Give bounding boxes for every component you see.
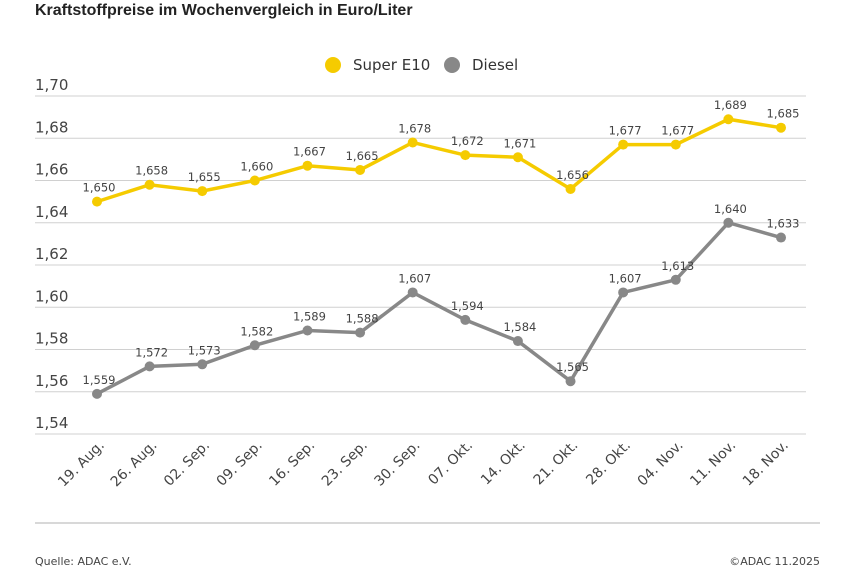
data-label: 1,633 <box>767 217 800 231</box>
data-point <box>302 160 313 171</box>
y-tick-label: 1,56 <box>35 372 68 390</box>
x-tick-label: 23. Sep. <box>319 438 371 490</box>
legend-marker <box>325 57 341 73</box>
data-label: 1,667 <box>293 145 326 159</box>
data-point <box>302 325 313 336</box>
data-label: 1,650 <box>83 181 116 195</box>
data-point <box>565 376 576 387</box>
data-point <box>776 122 786 133</box>
data-label: 1,607 <box>609 271 642 285</box>
data-label: 1,665 <box>346 149 379 163</box>
x-tick-label: 02. Sep. <box>161 438 213 490</box>
data-label: 1,689 <box>714 98 747 112</box>
data-point <box>197 359 208 370</box>
x-tick-label: 19. Aug. <box>55 438 108 491</box>
data-label: 1,573 <box>188 343 221 357</box>
x-tick-label: 26. Aug. <box>108 438 161 491</box>
y-tick-label: 1,66 <box>35 161 68 179</box>
data-point <box>618 139 629 150</box>
series-line <box>96 220 782 396</box>
y-tick-label: 1,62 <box>35 245 68 263</box>
data-label: 1,678 <box>398 121 431 135</box>
legend-label: Diesel <box>472 56 518 74</box>
data-point <box>407 137 418 148</box>
data-label: 1,671 <box>503 136 536 150</box>
y-tick-label: 1,68 <box>35 118 68 136</box>
data-point <box>618 287 629 298</box>
data-point <box>249 175 260 186</box>
data-point <box>670 274 681 285</box>
chart-title: Kraftstoffpreise im Wochenvergleich in E… <box>35 2 413 19</box>
x-tick-label: 18. Nov. <box>740 438 792 490</box>
x-tick-label: 21. Okt. <box>531 438 582 489</box>
data-point <box>92 196 102 207</box>
data-point <box>776 232 786 243</box>
y-tick-label: 1,64 <box>35 203 68 221</box>
data-label: 1,677 <box>661 124 694 138</box>
data-label: 1,640 <box>714 202 747 216</box>
data-point <box>670 139 681 150</box>
data-label: 1,677 <box>609 124 642 138</box>
y-tick-label: 1,60 <box>35 287 68 305</box>
data-point <box>723 217 734 228</box>
data-point <box>249 340 260 351</box>
x-tick-label: 11. Nov. <box>687 438 739 490</box>
data-point <box>512 152 523 163</box>
data-point <box>565 183 576 194</box>
data-label: 1,582 <box>240 324 273 338</box>
x-tick-label: 16. Sep. <box>266 438 318 490</box>
data-point <box>355 164 366 175</box>
x-tick-label: 14. Okt. <box>478 438 529 489</box>
data-label: 1,660 <box>240 160 273 174</box>
data-point <box>197 186 208 197</box>
data-label: 1,565 <box>556 360 589 374</box>
data-point <box>355 327 366 338</box>
data-point <box>723 114 734 125</box>
data-point <box>512 336 523 347</box>
data-label: 1,672 <box>451 134 484 148</box>
data-label: 1,588 <box>346 312 379 326</box>
x-tick-label: 07. Okt. <box>425 438 476 489</box>
data-point <box>460 150 471 161</box>
data-point <box>407 287 418 298</box>
y-tick-label: 1,58 <box>35 330 68 348</box>
data-label: 1,685 <box>767 107 800 121</box>
data-label: 1,613 <box>661 259 694 273</box>
data-label: 1,658 <box>135 164 168 178</box>
data-label: 1,655 <box>188 170 221 184</box>
data-point <box>144 179 155 190</box>
source-note: Quelle: ADAC e.V. <box>35 555 132 568</box>
data-label: 1,656 <box>556 168 589 182</box>
legend-label: Super E10 <box>353 56 430 74</box>
x-tick-label: 30. Sep. <box>372 438 424 490</box>
data-label: 1,589 <box>293 309 326 323</box>
x-tick-label: 28. Okt. <box>583 438 634 489</box>
y-tick-label: 1,54 <box>35 414 68 432</box>
data-label: 1,607 <box>398 271 431 285</box>
copyright-note: ©ADAC 11.2025 <box>729 555 820 568</box>
data-label: 1,572 <box>135 345 168 359</box>
data-point <box>460 314 471 325</box>
data-label: 1,559 <box>83 373 116 387</box>
data-point <box>144 361 155 372</box>
data-label: 1,584 <box>503 320 536 334</box>
data-label: 1,594 <box>451 299 484 313</box>
legend-marker <box>444 57 460 73</box>
x-tick-label: 09. Sep. <box>214 438 266 490</box>
series-line <box>96 117 782 204</box>
data-point <box>92 388 102 399</box>
x-tick-label: 04. Nov. <box>635 438 687 490</box>
y-tick-label: 1,70 <box>35 76 68 94</box>
